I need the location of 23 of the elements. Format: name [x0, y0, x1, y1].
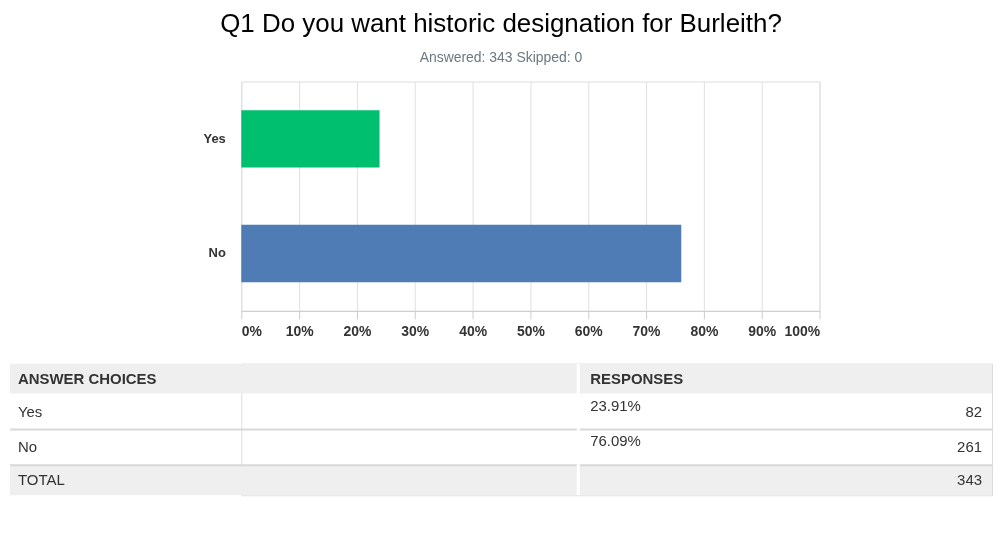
text: ANSWER CHOICES: [17, 369, 157, 387]
x-tick-label: 10%: [285, 323, 315, 340]
x-tick-label: 50%: [516, 323, 546, 340]
text: 343: [957, 471, 983, 489]
x-tick-label: 60%: [574, 323, 604, 340]
x-tick-label: 90%: [748, 323, 777, 340]
text: 23.91%: [590, 396, 641, 414]
text: 82: [965, 402, 983, 420]
x-tick-label: 30%: [401, 323, 430, 340]
text: TOTAL: [17, 471, 65, 489]
chart-subtitle: Answered: 343 Skipped: 0: [419, 49, 583, 66]
category-label: No: [17, 438, 38, 456]
x-tick-label: 70%: [632, 323, 662, 340]
text: 261: [957, 438, 983, 456]
chart-title: Q1 Do you want historic designation for Burleith?: [220, 9, 782, 38]
x-tick-label: 20%: [343, 323, 372, 340]
x-tick-label: 100%: [784, 323, 821, 340]
category-label: Yes: [17, 402, 43, 420]
x-tick-label: 0%: [241, 323, 263, 340]
text: 76.09%: [590, 432, 641, 450]
x-tick-label: 80%: [690, 323, 719, 340]
text: RESPONSES: [590, 369, 684, 387]
x-tick-label: 40%: [459, 323, 488, 340]
